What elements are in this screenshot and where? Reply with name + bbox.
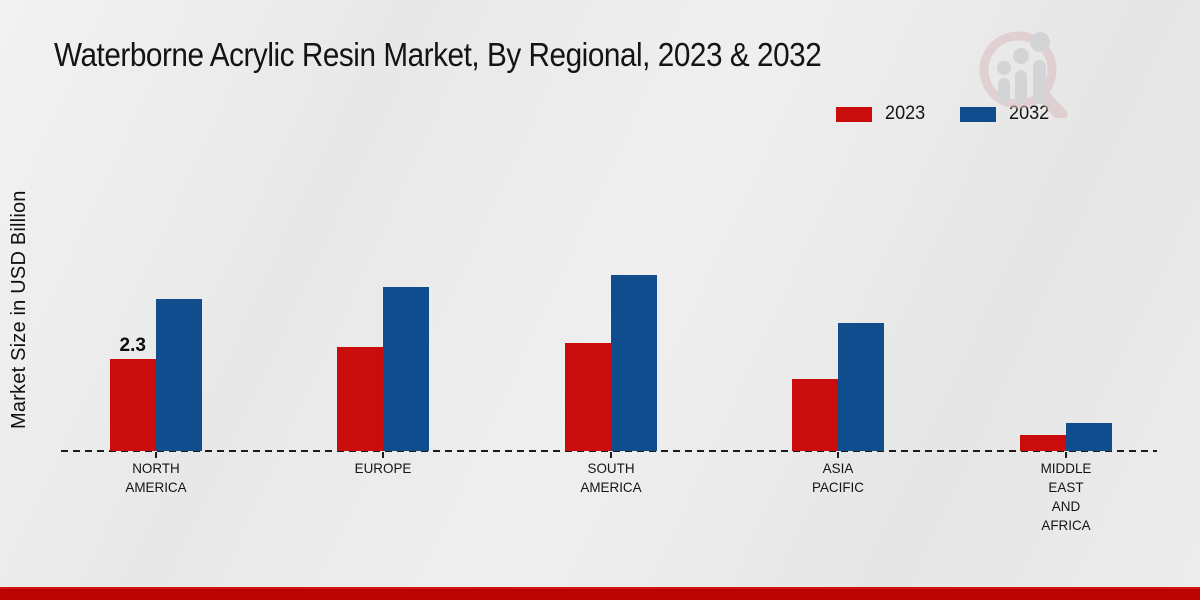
legend-swatch-2032-icon	[960, 106, 997, 122]
legend-item-2023: 2023	[836, 103, 926, 125]
x-axis-label-north-america: NORTH AMERICA	[125, 460, 187, 495]
bar-2032-north-america	[155, 299, 202, 451]
x-axis-label-asia-pacific: ASIA PACIFIC	[812, 460, 865, 495]
bar-2023-europe	[337, 347, 384, 451]
x-axis-label-europe: EUROPE	[354, 460, 412, 476]
legend-label-2023: 2023	[885, 103, 926, 124]
x-axis-tick-south-america	[609, 452, 612, 458]
footer-accent-bar	[0, 587, 1200, 600]
chart-title: Waterborne Acrylic Resin Market, By Regi…	[54, 36, 822, 73]
x-axis-tick-north-america	[154, 452, 157, 458]
x-axis-label-south-america: SOUTH AMERICA	[580, 460, 642, 495]
value-label-2023-north-america: 2.3	[119, 335, 146, 356]
bar-2032-south-america	[610, 275, 657, 451]
x-axis-baseline	[61, 450, 1157, 452]
bar-2032-europe	[383, 287, 430, 451]
x-axis-tick-europe	[382, 452, 385, 458]
bar-2023-middle-east-and-africa	[1019, 435, 1066, 451]
bar-2023-north-america	[109, 359, 156, 451]
x-axis-label-middle-east-and-africa: MIDDLE EAST AND AFRICA	[1040, 460, 1092, 533]
bar-2023-asia-pacific	[792, 379, 839, 451]
x-axis-tick-asia-pacific	[837, 452, 840, 458]
bar-2032-asia-pacific	[838, 323, 885, 451]
bar-2032-middle-east-and-africa	[1065, 423, 1112, 451]
legend-swatch-2023-icon	[836, 106, 872, 122]
bar-2023-south-america	[564, 343, 611, 451]
x-axis-tick-middle-east-and-africa	[1064, 452, 1067, 458]
